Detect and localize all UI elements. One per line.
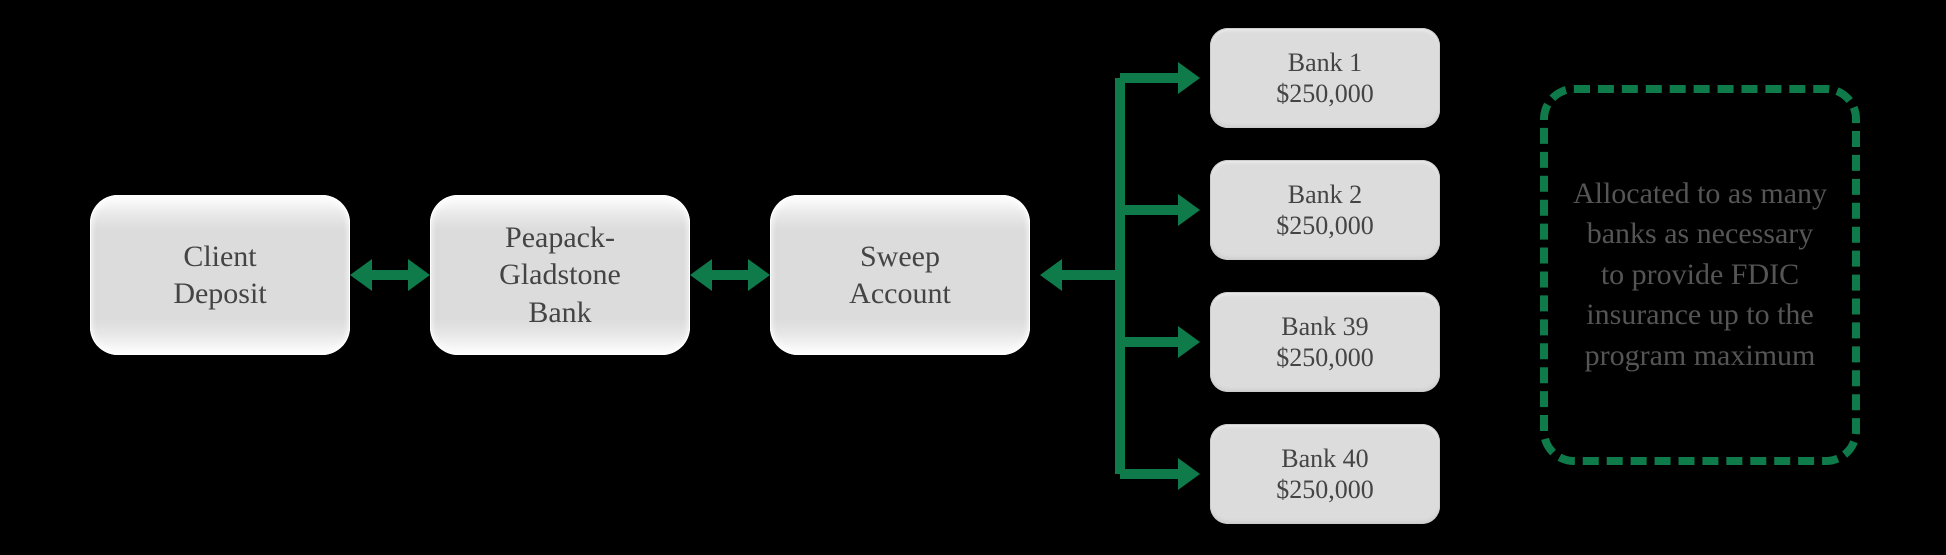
bank-name: Bank 2 (1288, 179, 1362, 210)
bank-amount: $250,000 (1276, 210, 1374, 241)
diagram-stage: ClientDeposit Peapack-GladstoneBank Swee… (0, 0, 1946, 555)
callout-text: Allocated to as many banks as necessary … (1572, 174, 1828, 377)
bank-amount: $250,000 (1276, 474, 1374, 505)
bank-name: Bank 40 (1281, 443, 1368, 474)
box-pg-bank: Peapack-GladstoneBank (430, 195, 690, 355)
box-label: ClientDeposit (173, 238, 266, 313)
box-bank-2: Bank 2 $250,000 (1210, 160, 1440, 260)
box-bank-1: Bank 1 $250,000 (1210, 28, 1440, 128)
bank-name: Bank 1 (1288, 47, 1362, 78)
callout-allocation-note: Allocated to as many banks as necessary … (1540, 85, 1860, 465)
box-client-deposit: ClientDeposit (90, 195, 350, 355)
bank-amount: $250,000 (1276, 342, 1374, 373)
bank-amount: $250,000 (1276, 78, 1374, 109)
box-sweep-account: SweepAccount (770, 195, 1030, 355)
box-bank-39: Bank 39 $250,000 (1210, 292, 1440, 392)
box-label: Peapack-GladstoneBank (499, 219, 621, 332)
bank-name: Bank 39 (1281, 311, 1368, 342)
box-label: SweepAccount (849, 238, 951, 313)
box-bank-40: Bank 40 $250,000 (1210, 424, 1440, 524)
